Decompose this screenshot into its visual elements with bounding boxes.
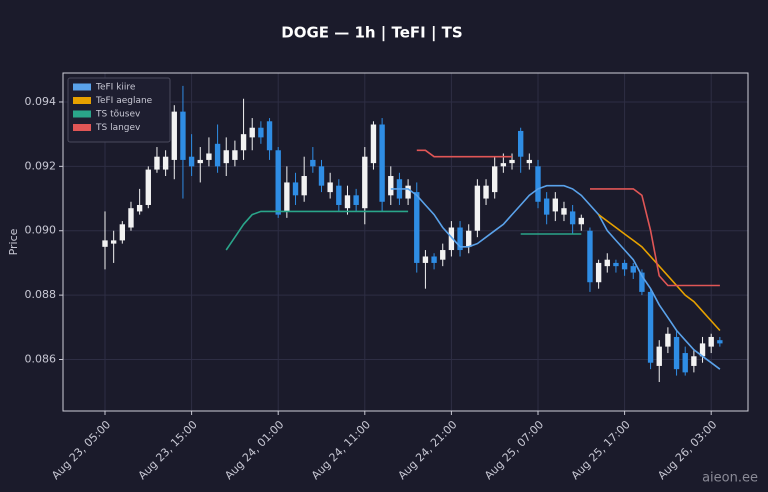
candle-body bbox=[336, 185, 342, 205]
legend: TeFI kiire TeFI aeglane TS tõusev TS langev bbox=[67, 77, 171, 143]
candle-body bbox=[699, 343, 706, 357]
legend-label: TS tõusev bbox=[95, 110, 141, 120]
candle-body bbox=[154, 156, 160, 170]
candle-body bbox=[171, 111, 177, 160]
candle-body bbox=[180, 111, 186, 160]
candle-body bbox=[604, 259, 610, 267]
candle-body bbox=[136, 204, 143, 212]
candle-body bbox=[526, 159, 533, 164]
candle-body bbox=[509, 159, 515, 164]
candle-body bbox=[119, 224, 126, 241]
candle-body bbox=[128, 208, 134, 228]
candle-body bbox=[370, 124, 377, 164]
indicator-line bbox=[598, 213, 721, 332]
legend-swatch bbox=[73, 83, 91, 91]
candle-body bbox=[388, 176, 394, 196]
candle-body bbox=[466, 230, 472, 247]
indicator-line bbox=[390, 184, 721, 370]
indicator-line bbox=[225, 210, 582, 251]
candle-body bbox=[492, 166, 498, 193]
candle-body bbox=[405, 185, 411, 199]
candle-body bbox=[647, 291, 654, 363]
legend-swatch bbox=[73, 110, 91, 118]
candle-body bbox=[431, 256, 437, 263]
legend-swatch bbox=[73, 124, 91, 131]
candle-body bbox=[301, 176, 307, 196]
candle-body bbox=[275, 150, 281, 215]
candle-body bbox=[232, 150, 238, 160]
candle-body bbox=[162, 156, 169, 170]
candle-body bbox=[708, 336, 714, 347]
candle-body bbox=[292, 182, 299, 196]
candle-body bbox=[310, 159, 316, 167]
candle-body bbox=[673, 336, 680, 370]
candle-body bbox=[630, 266, 636, 273]
candle-body bbox=[145, 169, 151, 205]
candle-body bbox=[206, 153, 212, 160]
candle-body bbox=[422, 256, 429, 263]
candle-body bbox=[353, 195, 359, 205]
candle-body bbox=[500, 163, 507, 167]
candle-body bbox=[578, 217, 584, 225]
candle-body bbox=[448, 227, 455, 251]
candle-body bbox=[110, 240, 117, 244]
candle-body bbox=[665, 333, 671, 347]
candle-body bbox=[240, 134, 247, 151]
legend-box bbox=[67, 77, 171, 143]
candle-body bbox=[543, 198, 550, 215]
candle-body bbox=[483, 185, 489, 199]
candle-body bbox=[266, 121, 273, 151]
y-tick-label: 0.088 bbox=[25, 288, 57, 301]
candle-body bbox=[457, 227, 463, 251]
candle-body bbox=[613, 262, 619, 267]
candle-body bbox=[327, 182, 333, 193]
candle-body bbox=[284, 182, 290, 212]
y-tick-label: 0.094 bbox=[25, 95, 57, 108]
chart-title: DOGE — 1h | TeFI | TS bbox=[281, 24, 462, 43]
candle-body bbox=[517, 130, 524, 157]
candle-body bbox=[587, 230, 593, 283]
candle-body bbox=[223, 150, 229, 164]
legend-label: TeFI kiire bbox=[95, 83, 136, 93]
plot-frame bbox=[62, 72, 749, 412]
candle-body bbox=[561, 208, 567, 215]
candle-body bbox=[214, 143, 221, 167]
legend-label: TS langev bbox=[95, 123, 141, 133]
candle-body bbox=[535, 166, 541, 202]
candle-body bbox=[440, 250, 446, 260]
candle-body bbox=[595, 262, 602, 283]
candle-body bbox=[258, 127, 264, 138]
candle-body bbox=[197, 159, 203, 164]
candle-body bbox=[639, 272, 645, 292]
candle-body bbox=[717, 340, 723, 344]
candle-body bbox=[362, 156, 368, 209]
legend-label: TeFI aeglane bbox=[95, 96, 153, 106]
y-axis-label: Price bbox=[7, 228, 20, 255]
candle-body bbox=[621, 262, 628, 270]
watermark: aieon.ee bbox=[702, 471, 758, 486]
y-tick-label: 0.090 bbox=[25, 224, 57, 237]
y-tick-label: 0.086 bbox=[25, 352, 57, 365]
candle-body bbox=[682, 353, 688, 373]
candle-body bbox=[344, 195, 351, 209]
candle-body bbox=[102, 240, 108, 247]
candle-body bbox=[552, 198, 559, 212]
candle-body bbox=[249, 127, 255, 138]
indicator-line bbox=[416, 149, 720, 287]
candle-body bbox=[474, 185, 481, 231]
candle-body bbox=[569, 211, 576, 225]
candle-body bbox=[691, 356, 697, 366]
candle-body bbox=[379, 124, 385, 202]
candle-body bbox=[188, 156, 195, 167]
candle-body bbox=[318, 166, 325, 186]
y-tick-label: 0.092 bbox=[25, 159, 57, 172]
legend-swatch bbox=[73, 97, 91, 104]
candle-body bbox=[414, 192, 420, 263]
candle-body bbox=[656, 346, 662, 366]
